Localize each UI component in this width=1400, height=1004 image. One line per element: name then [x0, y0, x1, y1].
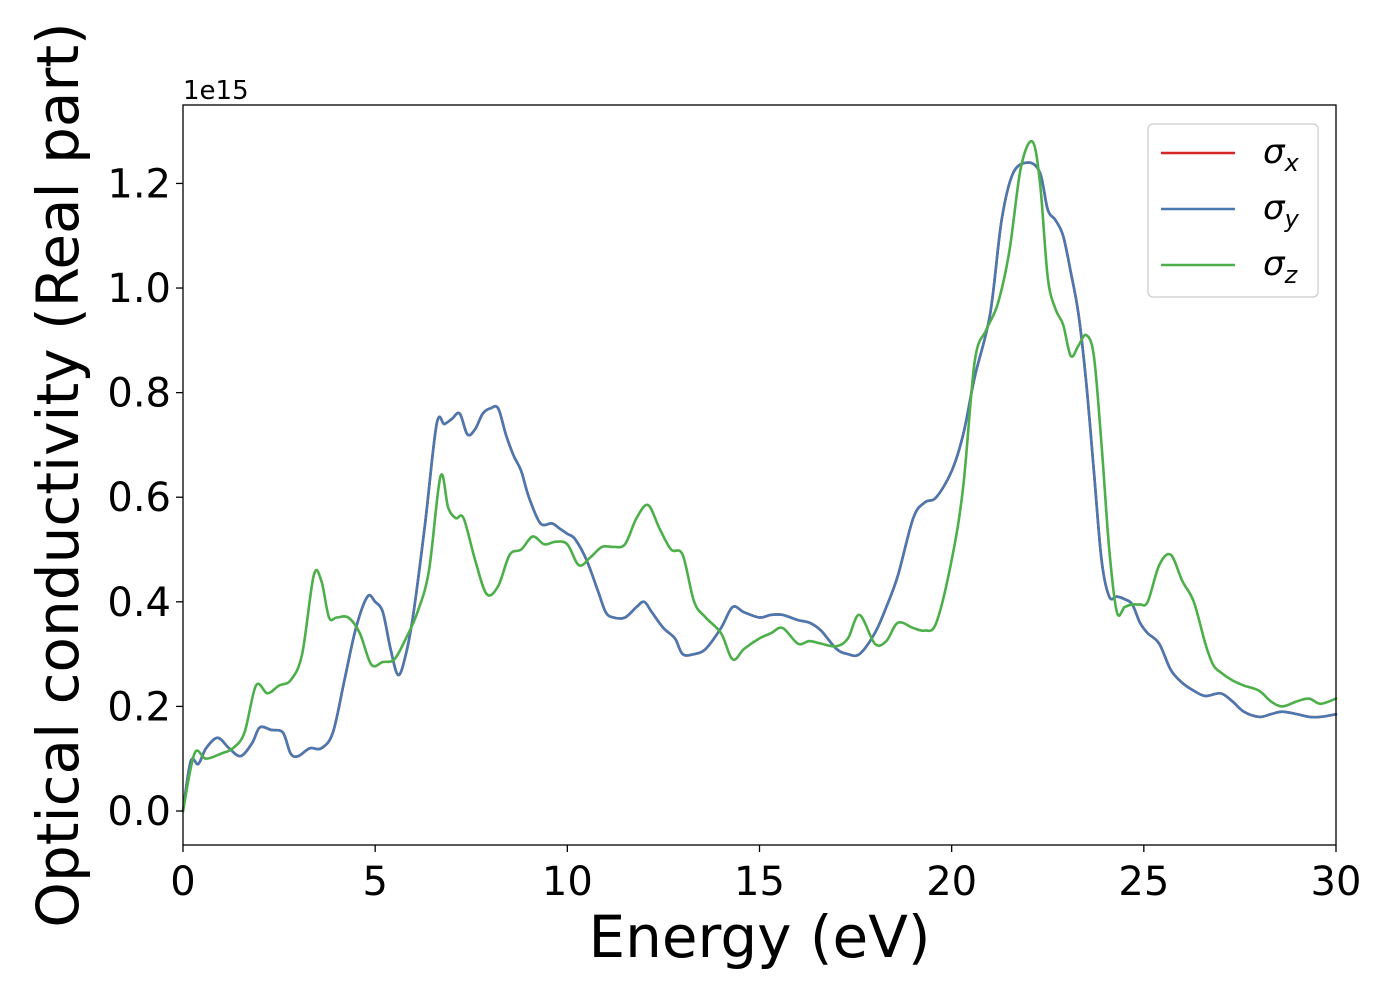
- x-tick-label: 20: [926, 859, 977, 905]
- legend-box: [1147, 123, 1319, 298]
- y-axis-label: Optical conductivity (Real part): [24, 22, 92, 927]
- y-tick-label: 0.4: [107, 580, 171, 626]
- x-axis-ticks: 0 5 10 15 20 25 30: [170, 845, 1361, 905]
- x-tick-label: 15: [734, 859, 785, 905]
- x-axis-label: Energy (eV): [588, 903, 930, 971]
- y-tick-label: 1.2: [107, 161, 171, 207]
- y-tick-label: 0.8: [107, 371, 171, 417]
- y-tick-label: 1.0: [107, 266, 171, 312]
- series-line-z: [181, 139, 1338, 813]
- legend-label-x: σx: [1263, 132, 1300, 177]
- y-tick-label: 0.2: [107, 684, 171, 730]
- legend-label-z: σz: [1263, 244, 1299, 289]
- legend: σx σy σz: [1147, 123, 1319, 298]
- y-tick-label: 0.0: [107, 789, 171, 835]
- x-tick-label: 5: [362, 859, 387, 905]
- x-tick-label: 10: [542, 859, 593, 905]
- series-line-y: [181, 161, 1338, 813]
- x-tick-label: 25: [1118, 859, 1169, 905]
- x-tick-label: 0: [170, 859, 195, 905]
- legend-entries: σx σy σz: [1161, 132, 1300, 289]
- legend-label-y: σy: [1263, 188, 1300, 233]
- y-tick-label: 0.6: [107, 475, 171, 521]
- series-layer: [181, 139, 1338, 813]
- y-axis-ticks: 0.0 0.2 0.4 0.6 0.8 1.0 1.2: [107, 161, 183, 835]
- x-tick-label: 30: [1311, 859, 1362, 905]
- y-offset-label: 1e15: [183, 76, 249, 106]
